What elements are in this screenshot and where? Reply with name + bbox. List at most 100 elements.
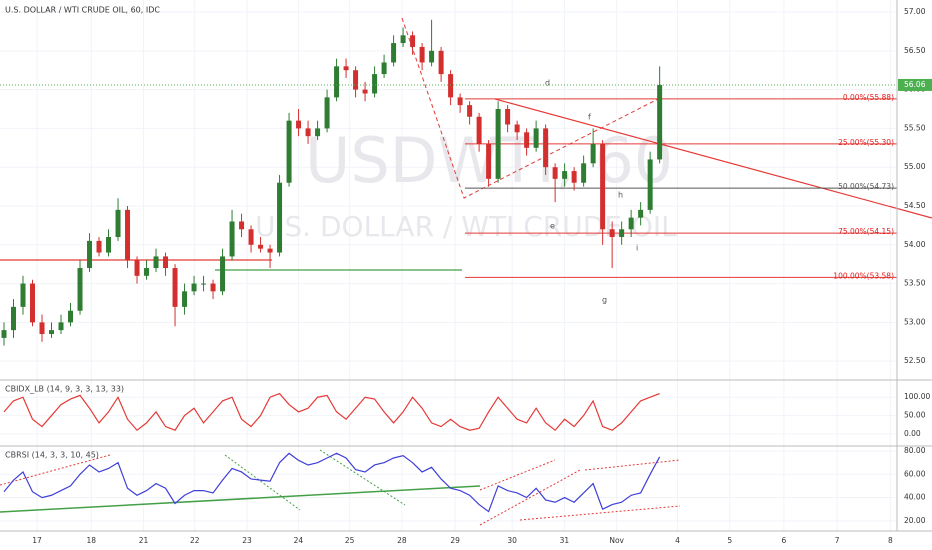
y-tick-label: 80.00 <box>904 446 926 455</box>
y-tick-label: 53.00 <box>904 317 926 326</box>
candle-body <box>296 120 302 129</box>
candle-body <box>429 50 435 63</box>
x-tick-label: 25 <box>345 536 355 545</box>
candle-body <box>229 221 235 257</box>
annotation: i <box>636 244 638 253</box>
candle-body <box>410 35 416 47</box>
candle-body <box>524 132 530 148</box>
rsi-trend <box>0 454 111 486</box>
candle-body <box>77 268 83 311</box>
candle-body <box>258 244 264 249</box>
indicator-line <box>3 392 660 432</box>
y-tick-label: 52.50 <box>904 356 926 365</box>
x-tick-label: 29 <box>450 536 460 545</box>
x-tick-label: 30 <box>507 536 517 545</box>
annotation: g <box>602 296 607 305</box>
chart-title: U.S. DOLLAR / WTI CRUDE OIL, 60, IDC <box>5 6 160 15</box>
y-tick-label: 60.00 <box>904 469 926 478</box>
candle-body <box>334 66 340 98</box>
indicator-title: CBRSI (14, 3, 3, 10, 45) <box>5 451 99 460</box>
x-tick-label: 31 <box>560 536 570 545</box>
rsi-trend <box>319 449 406 506</box>
candle-body <box>647 159 653 210</box>
plot <box>1 19 897 513</box>
candle-body <box>552 167 558 179</box>
candle-body <box>628 217 634 230</box>
y-tick-label: 20.00 <box>904 516 926 525</box>
candle-body <box>125 209 131 261</box>
y-tick-label: 56.50 <box>904 46 926 55</box>
candle-body <box>201 283 207 285</box>
candle-body <box>87 240 93 269</box>
y-tick-label: 57.00 <box>904 7 926 16</box>
candle-body <box>600 143 606 230</box>
candle-body <box>220 256 226 292</box>
y-tick-label: 0.00 <box>904 429 921 438</box>
candle-body <box>657 84 663 160</box>
candle-body <box>419 46 425 63</box>
candle-body <box>182 291 188 307</box>
x-tick-label: 5 <box>727 536 732 545</box>
annotation: f <box>588 113 591 122</box>
candle-body <box>106 237 112 253</box>
candle-body <box>372 74 378 94</box>
y-tick-label: 100.00 <box>904 392 930 401</box>
candle-body <box>30 283 36 323</box>
candle-body <box>163 256 169 269</box>
annotation: e <box>550 222 555 231</box>
x-tick-label: 24 <box>294 536 304 545</box>
candle-body <box>505 109 511 125</box>
candle-body <box>457 97 463 106</box>
x-tick-label: 7 <box>835 536 840 545</box>
candle-body <box>619 229 625 238</box>
fib-label: 75.00%(54.15) <box>838 227 894 236</box>
rsi-trend <box>479 459 556 491</box>
y-tick-label: 54.00 <box>904 240 926 249</box>
x-tick-label: 21 <box>139 536 149 545</box>
candle-body <box>267 248 273 253</box>
candle-body <box>11 306 17 331</box>
candle-body <box>277 182 283 253</box>
annotation: h <box>618 191 623 200</box>
x-tick-label: 6 <box>782 536 787 545</box>
candle-body <box>571 171 577 183</box>
candle-body <box>495 109 501 179</box>
candle-body <box>305 128 311 137</box>
candle-body <box>638 209 644 218</box>
candle-body <box>476 116 482 144</box>
x-tick-label: Nov <box>609 536 624 545</box>
candle-body <box>514 124 520 133</box>
candle-body <box>144 268 150 276</box>
y-tick-label: 40.00 <box>904 493 926 502</box>
candle-body <box>533 128 539 148</box>
price-badge <box>898 78 932 91</box>
x-tick-label: 18 <box>86 536 96 545</box>
candle-body <box>191 283 197 292</box>
x-tick-label: 4 <box>675 536 680 545</box>
price-badge-label: 56.06 <box>904 80 926 89</box>
indicator-title: CBIDX_LB (14, 9, 3, 3, 13, 33) <box>5 385 124 394</box>
y-tick-label: 55.50 <box>904 123 926 132</box>
candle-body <box>448 74 454 98</box>
candle-body <box>20 283 26 307</box>
candle-body <box>248 229 254 245</box>
candle-body <box>609 229 615 238</box>
fib-label: 50.00%(54.73) <box>838 182 894 191</box>
candle-body <box>96 240 102 253</box>
candle-body <box>239 221 245 230</box>
candle-body <box>467 105 473 117</box>
candle-body <box>286 120 292 183</box>
indicator-line <box>3 452 661 513</box>
candle-body <box>400 35 406 44</box>
trend-line <box>494 98 932 219</box>
x-tick-label: 22 <box>190 536 200 545</box>
candle-body <box>353 70 359 90</box>
candle-body <box>153 256 159 269</box>
candle-body <box>438 50 444 75</box>
candle-body <box>391 43 397 63</box>
fib-label: 25.00%(55.30) <box>838 138 894 147</box>
watermark-sub: U.S. DOLLAR / WTI CRUDE OIL <box>255 210 677 243</box>
candle-body <box>343 66 349 71</box>
